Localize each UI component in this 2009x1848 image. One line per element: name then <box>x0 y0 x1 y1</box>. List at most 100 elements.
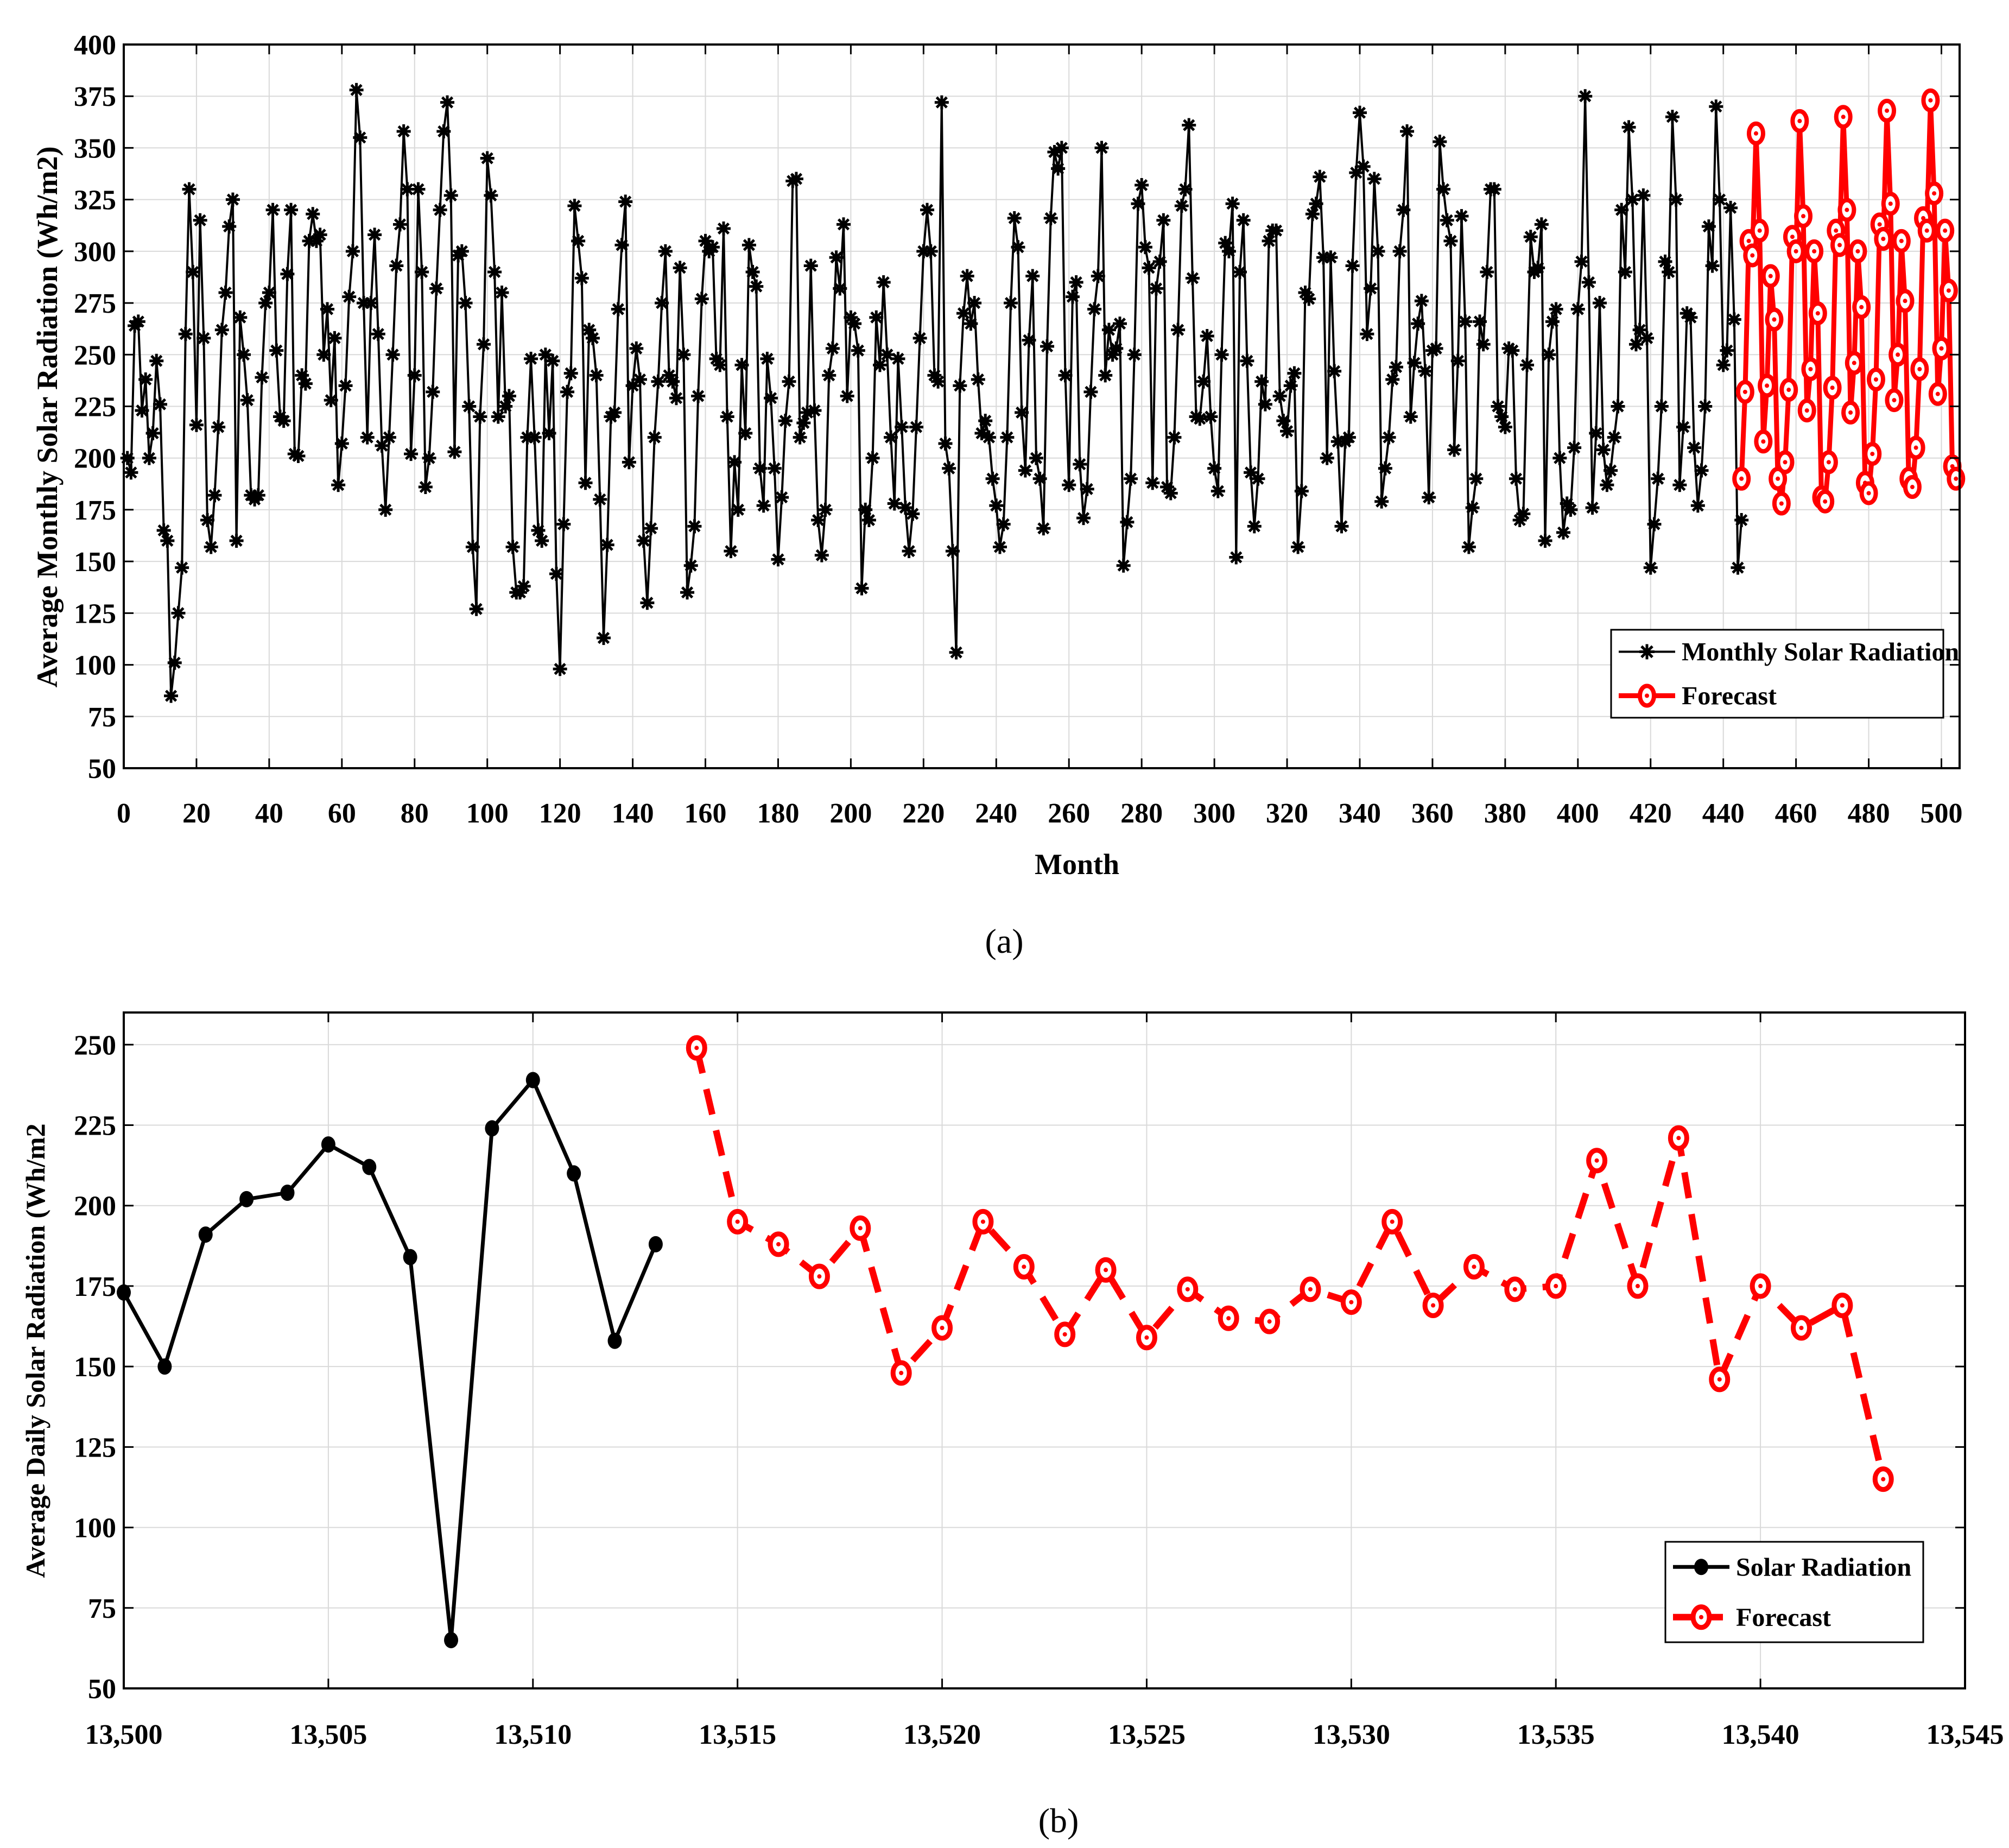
data-point <box>589 368 604 383</box>
data-point <box>1556 525 1571 540</box>
data-point <box>349 83 364 97</box>
data-point <box>1294 484 1309 498</box>
data-point <box>614 238 629 252</box>
data-point <box>338 378 353 393</box>
data-point <box>1323 250 1338 265</box>
data-point <box>1091 269 1105 283</box>
data-point <box>392 217 407 232</box>
data-point <box>1447 442 1462 457</box>
data-point <box>1779 378 1798 402</box>
data-point <box>1083 384 1098 399</box>
data-point <box>768 1231 789 1257</box>
data-point <box>1411 317 1425 331</box>
data-point <box>895 420 909 434</box>
data-point <box>1269 223 1283 238</box>
data-point <box>1300 1276 1321 1302</box>
data-point <box>331 478 346 492</box>
data-point <box>1356 159 1371 174</box>
data-point <box>1936 218 1955 243</box>
data-point <box>1585 501 1600 515</box>
data-point <box>1643 560 1658 575</box>
x-tick-label: 280 <box>1120 798 1163 829</box>
data-point <box>1607 430 1621 445</box>
data-point <box>1480 264 1494 279</box>
data-point <box>1732 466 1751 491</box>
data-point <box>585 331 600 345</box>
data-point <box>465 540 480 554</box>
data-point <box>854 581 869 596</box>
data-point <box>1662 264 1676 279</box>
legend-label: Forecast <box>1736 1603 1831 1632</box>
data-point <box>131 314 145 329</box>
data-point <box>321 1136 335 1153</box>
data-point <box>197 331 211 345</box>
x-tick-label: 13,520 <box>903 1719 981 1750</box>
data-point <box>1360 327 1374 341</box>
data-point <box>1320 451 1334 465</box>
data-point <box>1611 399 1625 414</box>
data-point <box>1805 239 1824 263</box>
data-point <box>214 322 229 337</box>
data-point <box>738 426 753 441</box>
data-point <box>1112 317 1127 331</box>
data-point <box>1272 389 1287 403</box>
data-point <box>1872 1466 1894 1492</box>
data-point <box>972 1208 994 1235</box>
data-point <box>1334 519 1349 534</box>
data-point <box>1196 374 1211 389</box>
x-tick-label: 480 <box>1848 798 1890 829</box>
data-point <box>524 351 538 366</box>
data-point <box>342 289 357 304</box>
data-point <box>1750 1273 1771 1299</box>
data-point <box>1669 192 1683 207</box>
data-point <box>756 498 771 513</box>
data-point <box>1906 435 1925 460</box>
data-point <box>978 414 993 428</box>
data-point <box>884 430 898 445</box>
y-tick-label: 225 <box>74 1111 116 1142</box>
series-line-solar-radiation <box>122 1078 658 1642</box>
data-point <box>1013 1254 1035 1280</box>
data-point <box>1545 1273 1567 1299</box>
chart-a-y-axis-label: Average Monthly Solar Radiation (Wh/m2) <box>31 147 64 688</box>
data-point <box>418 480 433 495</box>
data-point <box>869 310 884 325</box>
data-point <box>280 267 295 281</box>
data-point <box>298 376 313 391</box>
data-point <box>1258 397 1272 412</box>
legend-label: Forecast <box>1682 682 1777 711</box>
series-markers-solar-radiation <box>117 1072 663 1649</box>
data-point <box>1450 353 1465 368</box>
x-tick-label: 160 <box>685 798 727 829</box>
data-point <box>1200 329 1214 344</box>
x-tick-label: 80 <box>401 798 429 829</box>
data-point <box>382 430 396 445</box>
data-point <box>767 461 782 476</box>
data-point <box>1422 1293 1444 1318</box>
data-point <box>727 1208 749 1235</box>
data-point <box>658 244 673 258</box>
data-point <box>1015 405 1029 420</box>
data-point <box>1381 430 1396 445</box>
data-point <box>1340 1289 1362 1315</box>
data-point <box>1396 202 1411 217</box>
data-point <box>444 1632 459 1649</box>
data-point <box>1574 254 1589 269</box>
data-point <box>1831 1293 1853 1318</box>
data-point <box>934 95 949 110</box>
data-point <box>491 409 505 424</box>
data-point <box>1863 442 1882 466</box>
data-point <box>1523 230 1538 244</box>
chart-b-series <box>117 1035 1894 1649</box>
data-point <box>1280 424 1295 439</box>
series-line-forecast <box>1739 98 1959 506</box>
y-tick-label: 125 <box>74 1432 116 1463</box>
data-point <box>938 436 953 451</box>
data-point <box>1367 172 1381 186</box>
data-point <box>644 521 658 536</box>
chart-a-x-axis-label: Month <box>1035 848 1119 881</box>
data-point <box>1921 88 1940 112</box>
data-point <box>211 420 226 434</box>
data-point <box>872 358 887 372</box>
